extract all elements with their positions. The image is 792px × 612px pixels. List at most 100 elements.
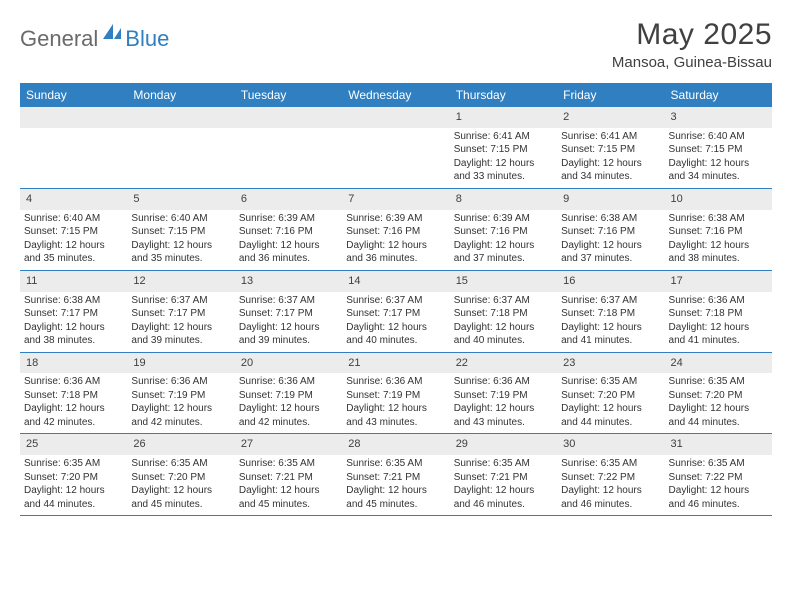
day-number: 19 [127, 353, 234, 374]
sunrise-line: Sunrise: 6:39 AM [454, 212, 553, 226]
calendar-day: 7Sunrise: 6:39 AMSunset: 7:16 PMDaylight… [342, 189, 449, 271]
sunset-line: Sunset: 7:16 PM [346, 225, 445, 239]
calendar-day: 26Sunrise: 6:35 AMSunset: 7:20 PMDayligh… [127, 434, 234, 516]
day-number: 14 [342, 271, 449, 292]
sunset-line: Sunset: 7:19 PM [454, 389, 553, 403]
calendar-day: 23Sunrise: 6:35 AMSunset: 7:20 PMDayligh… [557, 353, 664, 435]
day-number [342, 107, 449, 128]
calendar-day: 28Sunrise: 6:35 AMSunset: 7:21 PMDayligh… [342, 434, 449, 516]
sunrise-line: Sunrise: 6:36 AM [454, 375, 553, 389]
day-info: Sunrise: 6:37 AMSunset: 7:17 PMDaylight:… [235, 294, 342, 348]
day-number: 17 [665, 271, 772, 292]
calendar-day: 25Sunrise: 6:35 AMSunset: 7:20 PMDayligh… [20, 434, 127, 516]
sunset-line: Sunset: 7:16 PM [454, 225, 553, 239]
calendar-day: 21Sunrise: 6:36 AMSunset: 7:19 PMDayligh… [342, 353, 449, 435]
day-info: Sunrise: 6:36 AMSunset: 7:19 PMDaylight:… [342, 375, 449, 429]
day-number: 6 [235, 189, 342, 210]
day-number: 8 [450, 189, 557, 210]
sunset-line: Sunset: 7:15 PM [131, 225, 230, 239]
weekday-label: Saturday [665, 83, 772, 107]
daylight-line: Daylight: 12 hours and 42 minutes. [24, 402, 123, 429]
day-info: Sunrise: 6:38 AMSunset: 7:16 PMDaylight:… [665, 212, 772, 266]
daylight-line: Daylight: 12 hours and 35 minutes. [131, 239, 230, 266]
sunrise-line: Sunrise: 6:36 AM [346, 375, 445, 389]
sunset-line: Sunset: 7:15 PM [454, 143, 553, 157]
day-number [235, 107, 342, 128]
day-info: Sunrise: 6:36 AMSunset: 7:19 PMDaylight:… [450, 375, 557, 429]
sunset-line: Sunset: 7:20 PM [24, 471, 123, 485]
day-info: Sunrise: 6:35 AMSunset: 7:20 PMDaylight:… [127, 457, 234, 511]
day-number: 16 [557, 271, 664, 292]
sunrise-line: Sunrise: 6:37 AM [239, 294, 338, 308]
calendar-day: 5Sunrise: 6:40 AMSunset: 7:15 PMDaylight… [127, 189, 234, 271]
header: General Blue May 2025 Mansoa, Guinea-Bis… [20, 18, 772, 71]
day-info: Sunrise: 6:36 AMSunset: 7:18 PMDaylight:… [665, 294, 772, 348]
day-info: Sunrise: 6:37 AMSunset: 7:18 PMDaylight:… [557, 294, 664, 348]
daylight-line: Daylight: 12 hours and 41 minutes. [561, 321, 660, 348]
sunset-line: Sunset: 7:21 PM [346, 471, 445, 485]
sunset-line: Sunset: 7:21 PM [454, 471, 553, 485]
daylight-line: Daylight: 12 hours and 42 minutes. [131, 402, 230, 429]
calendar-day: 13Sunrise: 6:37 AMSunset: 7:17 PMDayligh… [235, 271, 342, 353]
calendar-day: 22Sunrise: 6:36 AMSunset: 7:19 PMDayligh… [450, 353, 557, 435]
daylight-line: Daylight: 12 hours and 42 minutes. [239, 402, 338, 429]
sunrise-line: Sunrise: 6:41 AM [561, 130, 660, 144]
sunset-line: Sunset: 7:18 PM [454, 307, 553, 321]
sunrise-line: Sunrise: 6:35 AM [561, 375, 660, 389]
day-number: 29 [450, 434, 557, 455]
sunrise-line: Sunrise: 6:41 AM [454, 130, 553, 144]
sunset-line: Sunset: 7:16 PM [561, 225, 660, 239]
calendar-week: 11Sunrise: 6:38 AMSunset: 7:17 PMDayligh… [20, 271, 772, 353]
sunrise-line: Sunrise: 6:37 AM [561, 294, 660, 308]
calendar-day: 24Sunrise: 6:35 AMSunset: 7:20 PMDayligh… [665, 353, 772, 435]
sunrise-line: Sunrise: 6:40 AM [669, 130, 768, 144]
sunset-line: Sunset: 7:18 PM [24, 389, 123, 403]
daylight-line: Daylight: 12 hours and 36 minutes. [346, 239, 445, 266]
sunset-line: Sunset: 7:16 PM [239, 225, 338, 239]
calendar-day: 11Sunrise: 6:38 AMSunset: 7:17 PMDayligh… [20, 271, 127, 353]
sunset-line: Sunset: 7:22 PM [669, 471, 768, 485]
day-info: Sunrise: 6:35 AMSunset: 7:22 PMDaylight:… [557, 457, 664, 511]
sunrise-line: Sunrise: 6:35 AM [669, 457, 768, 471]
day-info: Sunrise: 6:35 AMSunset: 7:22 PMDaylight:… [665, 457, 772, 511]
day-number: 15 [450, 271, 557, 292]
daylight-line: Daylight: 12 hours and 39 minutes. [239, 321, 338, 348]
day-info: Sunrise: 6:38 AMSunset: 7:17 PMDaylight:… [20, 294, 127, 348]
day-info: Sunrise: 6:36 AMSunset: 7:19 PMDaylight:… [235, 375, 342, 429]
sunset-line: Sunset: 7:17 PM [24, 307, 123, 321]
calendar-week: 18Sunrise: 6:36 AMSunset: 7:18 PMDayligh… [20, 353, 772, 435]
sunrise-line: Sunrise: 6:38 AM [24, 294, 123, 308]
location: Mansoa, Guinea-Bissau [612, 54, 772, 71]
daylight-line: Daylight: 12 hours and 45 minutes. [239, 484, 338, 511]
day-info: Sunrise: 6:40 AMSunset: 7:15 PMDaylight:… [127, 212, 234, 266]
calendar-day-empty [20, 107, 127, 189]
sunrise-line: Sunrise: 6:38 AM [669, 212, 768, 226]
day-info: Sunrise: 6:37 AMSunset: 7:17 PMDaylight:… [342, 294, 449, 348]
sunrise-line: Sunrise: 6:39 AM [346, 212, 445, 226]
day-number: 3 [665, 107, 772, 128]
weekday-header: SundayMondayTuesdayWednesdayThursdayFrid… [20, 83, 772, 107]
sunrise-line: Sunrise: 6:36 AM [239, 375, 338, 389]
day-number: 30 [557, 434, 664, 455]
day-number: 2 [557, 107, 664, 128]
sunrise-line: Sunrise: 6:36 AM [669, 294, 768, 308]
daylight-line: Daylight: 12 hours and 37 minutes. [561, 239, 660, 266]
day-number: 1 [450, 107, 557, 128]
daylight-line: Daylight: 12 hours and 46 minutes. [454, 484, 553, 511]
day-number: 23 [557, 353, 664, 374]
daylight-line: Daylight: 12 hours and 44 minutes. [561, 402, 660, 429]
day-info: Sunrise: 6:35 AMSunset: 7:21 PMDaylight:… [235, 457, 342, 511]
sunrise-line: Sunrise: 6:40 AM [24, 212, 123, 226]
title-block: May 2025 Mansoa, Guinea-Bissau [612, 18, 772, 71]
sunrise-line: Sunrise: 6:37 AM [454, 294, 553, 308]
calendar-page: General Blue May 2025 Mansoa, Guinea-Bis… [0, 0, 792, 526]
day-info: Sunrise: 6:40 AMSunset: 7:15 PMDaylight:… [665, 130, 772, 184]
day-number: 10 [665, 189, 772, 210]
calendar-day: 16Sunrise: 6:37 AMSunset: 7:18 PMDayligh… [557, 271, 664, 353]
calendar-day: 29Sunrise: 6:35 AMSunset: 7:21 PMDayligh… [450, 434, 557, 516]
sunrise-line: Sunrise: 6:37 AM [131, 294, 230, 308]
calendar-day: 31Sunrise: 6:35 AMSunset: 7:22 PMDayligh… [665, 434, 772, 516]
daylight-line: Daylight: 12 hours and 40 minutes. [454, 321, 553, 348]
day-info: Sunrise: 6:39 AMSunset: 7:16 PMDaylight:… [342, 212, 449, 266]
daylight-line: Daylight: 12 hours and 46 minutes. [669, 484, 768, 511]
